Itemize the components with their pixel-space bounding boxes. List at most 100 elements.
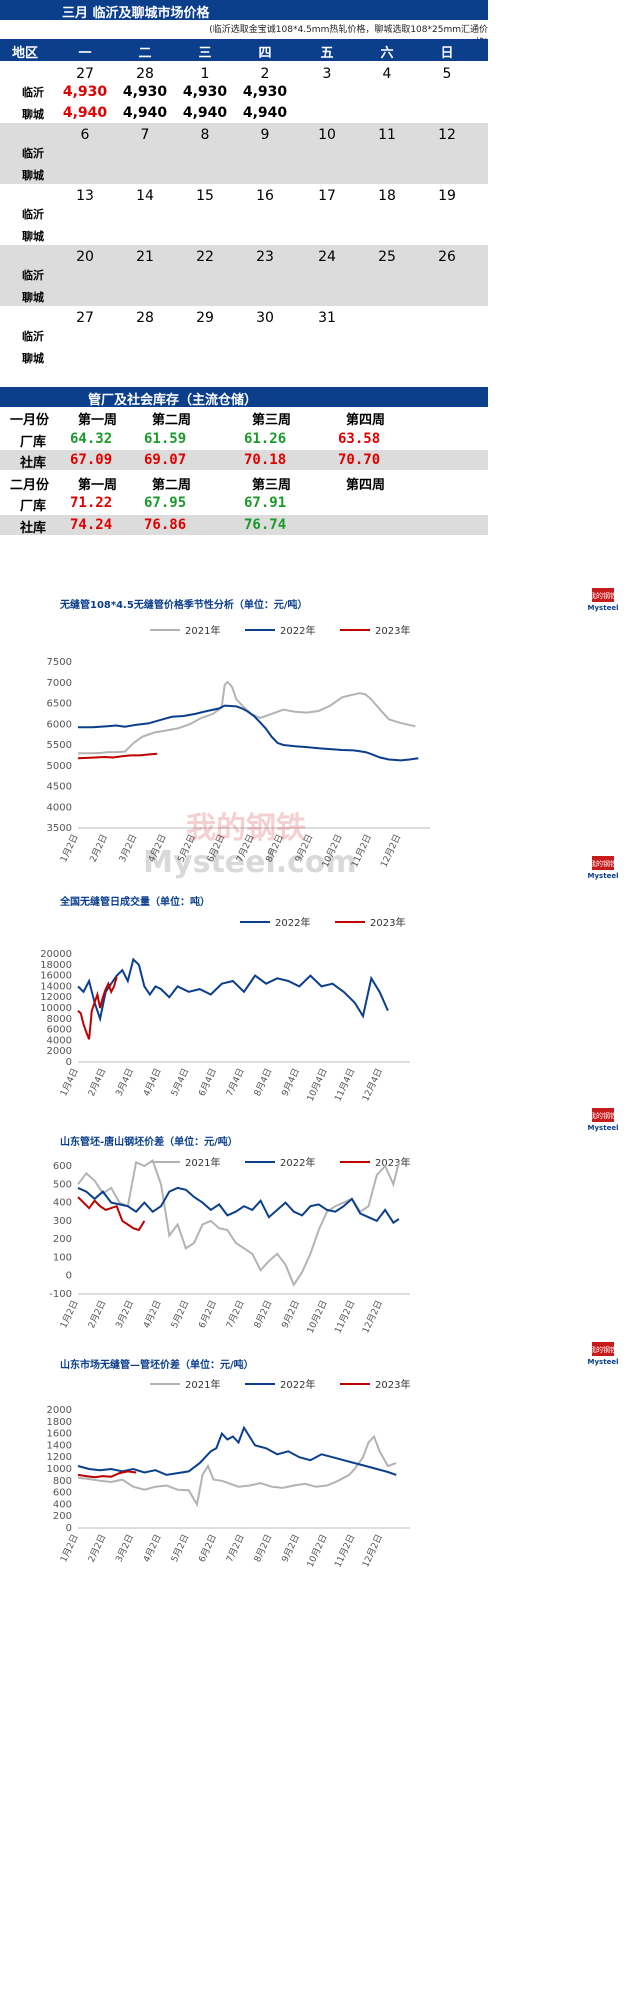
series-line-2023年 [77, 976, 118, 1040]
week-label: 第一周 [78, 413, 118, 428]
day-cell: 3 [322, 66, 332, 82]
day-cell: 29 [196, 310, 214, 326]
chart-title: 无缝管108*4.5无缝管价格季节性分析（单位：元/吨） [59, 598, 307, 611]
day-cell: 7 [140, 127, 150, 143]
x-tick-label: 10月2日 [305, 1299, 330, 1336]
city-label-liaocheng: 聊城 [22, 108, 44, 121]
day-cell: 1 [200, 66, 210, 82]
feb-social-value: 76.86 [144, 517, 187, 533]
x-tick-label: 9月2日 [280, 1533, 302, 1564]
day-cell: 28 [136, 66, 154, 82]
y-tick-label: 18000 [40, 960, 72, 971]
day-cell: 9 [260, 127, 270, 143]
week-band-1 [0, 123, 488, 184]
feb-social-value: 76.74 [244, 517, 287, 533]
legend-label: 2021年 [185, 1156, 220, 1169]
x-tick-label: 8月4日 [252, 1067, 274, 1098]
day-cell: 8 [200, 127, 210, 143]
feb-factory-value: 67.91 [244, 495, 287, 511]
logo-text: 我的钢铁 [589, 1111, 617, 1120]
jan-factory-value: 64.32 [70, 431, 113, 447]
y-tick-label: 0 [66, 1057, 72, 1068]
y-tick-label: 20000 [40, 949, 72, 960]
y-tick-label: 0 [66, 1271, 72, 1282]
y-tick-label: 8000 [47, 1014, 72, 1025]
calendar-header: 地区 一 二 三 四 五 六 日 [0, 39, 488, 61]
chart-2: 山东管坯-唐山钢坯价差（单位：元/吨） 我的钢铁 Mysteel 2021年 2022年… [49, 1108, 618, 1335]
jan-factory-value: 61.59 [144, 431, 187, 447]
day-cell: 10 [318, 127, 336, 143]
chart-0: 无缝管108*4.5无缝管价格季节性分析（单位：元/吨） 我的钢铁 Mysteel 2… [47, 588, 619, 869]
x-tick-label: 11月2日 [333, 1299, 358, 1336]
x-tick-label: 4月2日 [141, 1533, 163, 1564]
jan-social-band [0, 450, 488, 470]
day-cell: 4 [382, 66, 392, 82]
x-tick-label: 2月2日 [86, 1533, 108, 1564]
x-tick-label: 3月4日 [114, 1067, 136, 1098]
day-cell: 6 [80, 127, 90, 143]
day-cell: 12 [438, 127, 456, 143]
liaocheng-price: 4,940 [182, 105, 228, 121]
feb-social-band [0, 515, 488, 535]
feb-social-label: 社库 [20, 521, 47, 536]
day-cell: 23 [256, 249, 274, 265]
x-tick-label: 2月4日 [86, 1067, 108, 1098]
logo-text-en: Mysteel [588, 604, 619, 612]
jan-social-label: 社库 [20, 456, 47, 471]
x-tick-label: 4月4日 [141, 1067, 163, 1098]
linyi-price: 4,930 [182, 84, 228, 100]
series-line-2022年 [78, 704, 419, 762]
y-tick-label: -100 [49, 1289, 72, 1300]
x-tick-label: 1月2日 [58, 1299, 80, 1330]
logo-text-en: Mysteel [588, 872, 619, 880]
logo-block [592, 588, 614, 602]
day-cell: 11 [378, 127, 396, 143]
y-tick-label: 3500 [47, 823, 72, 834]
day-cell: 18 [378, 188, 396, 204]
day-cell: 5 [442, 66, 452, 82]
liaocheng-price: 4,940 [62, 105, 108, 121]
x-tick-label: 5月2日 [169, 1299, 191, 1330]
legend-label: 2023年 [375, 624, 410, 637]
mysteel-logo: 我的钢铁 Mysteel [588, 1108, 619, 1132]
x-tick-label: 7月2日 [224, 1299, 246, 1330]
jan-social-value: 70.18 [244, 452, 287, 468]
feb-social-value: 74.24 [70, 517, 113, 533]
y-tick-label: 2000 [47, 1405, 72, 1416]
legend-label: 2022年 [280, 624, 315, 637]
logo-text-en: Mysteel [588, 1124, 619, 1132]
x-tick-label: 11月4日 [333, 1067, 358, 1104]
city-label-liaocheng: 聊城 [22, 230, 44, 243]
header-col-2: 二 [138, 46, 152, 61]
x-tick-label: 11月2日 [333, 1533, 358, 1570]
day-cell: 27 [76, 66, 94, 82]
mysteel-logo: 我的钢铁 Mysteel [588, 1342, 619, 1366]
y-tick-label: 100 [53, 1252, 72, 1263]
legend-label: 2021年 [185, 1378, 220, 1391]
x-tick-label: 3月2日 [117, 833, 139, 864]
chart-title: 山东市场无缝管—管坯价差（单位：元/吨） [60, 1358, 254, 1371]
header-col-4: 四 [258, 46, 272, 61]
x-tick-label: 4月2日 [141, 1299, 163, 1330]
linyi-price: 4,930 [62, 84, 108, 100]
y-tick-label: 500 [53, 1179, 72, 1190]
feb-factory-label: 厂库 [20, 499, 47, 514]
x-tick-label: 6月2日 [197, 1299, 219, 1330]
y-tick-label: 16000 [40, 971, 72, 982]
y-tick-label: 1000 [47, 1464, 72, 1475]
logo-text: 我的钢铁 [589, 591, 617, 600]
jan-social-value: 67.09 [70, 452, 113, 468]
header-col-3: 三 [198, 46, 212, 61]
series-line-2021年 [77, 1434, 397, 1508]
day-cell: 15 [196, 188, 214, 204]
day-cell: 25 [378, 249, 396, 265]
week-label: 第四周 [346, 478, 386, 493]
day-cell: 20 [76, 249, 94, 265]
series-line-2021年 [78, 680, 416, 755]
price-title-bar: 三月 临沂及聊城市场价格 [0, 0, 488, 21]
chart-3: 山东市场无缝管—管坯价差（单位：元/吨） 我的钢铁 Mysteel 2021年 2022… [47, 1342, 619, 1570]
logo-text-en: Mysteel [588, 1358, 619, 1366]
logo-block [592, 1108, 614, 1122]
